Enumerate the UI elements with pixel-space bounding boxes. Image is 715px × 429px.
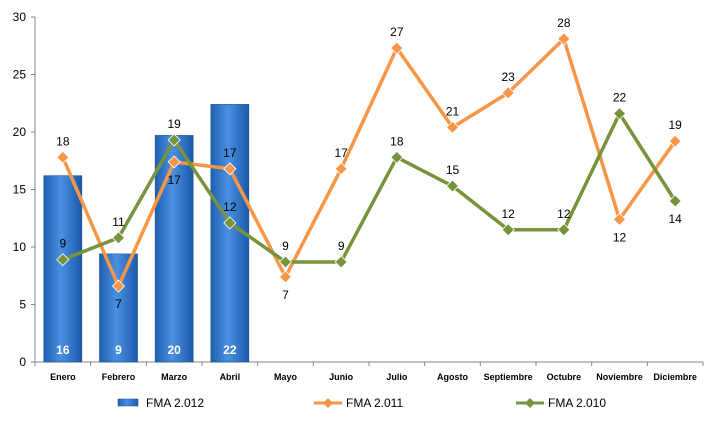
legend-swatch-marker — [525, 398, 535, 408]
legend-label: FMA 2.010 — [548, 396, 606, 410]
point-data-label: 19 — [167, 117, 181, 131]
data-point — [56, 253, 70, 267]
point-data-label: 11 — [112, 215, 125, 229]
axes: 0 5 10 15 20 25 30 Enero Febrero Marzo Abril Mayo Ju… — [13, 10, 704, 382]
bar — [43, 175, 83, 363]
series-line — [61, 37, 677, 288]
point-data-label: 17 — [223, 146, 237, 160]
point-data-label: 12 — [223, 200, 237, 214]
data-point — [612, 212, 627, 226]
point-data-label: 17 — [167, 173, 181, 187]
bar-series — [43, 104, 250, 363]
data-point — [334, 162, 348, 176]
bar — [154, 135, 194, 363]
data-point — [390, 41, 404, 55]
point-data-label: 9 — [282, 239, 289, 253]
x-tick-label: Febrero — [102, 372, 136, 382]
data-point — [278, 270, 293, 284]
data-point — [56, 150, 70, 164]
x-tick-label: Marzo — [161, 372, 188, 382]
legend-label: FMA 2.011 — [346, 396, 403, 410]
data-point — [557, 223, 571, 237]
point-data-label: 19 — [668, 118, 682, 132]
series-line — [62, 111, 677, 264]
point-data-label: 23 — [501, 70, 515, 84]
y-tick-label: 15 — [13, 183, 27, 197]
x-tick-label: Diciembre — [653, 372, 697, 382]
data-point — [668, 194, 682, 208]
data-point — [111, 279, 126, 293]
data-point — [223, 162, 237, 176]
point-data-label: 21 — [446, 104, 460, 118]
point-data-label: 27 — [390, 25, 404, 39]
bar-data-label: 9 — [115, 343, 122, 357]
point-data-label: 9 — [338, 239, 345, 253]
x-tick-label: Noviembre — [596, 372, 643, 382]
data-point — [445, 120, 460, 134]
bar-data-label: 22 — [223, 343, 237, 357]
data-point — [111, 231, 126, 245]
data-point — [278, 255, 293, 269]
data-point — [445, 179, 460, 193]
data-point — [334, 255, 348, 269]
y-tick-label: 5 — [19, 298, 26, 312]
x-tick-label: Enero — [50, 372, 76, 382]
y-tick-label: 10 — [13, 240, 27, 254]
y-tick-label: 25 — [13, 68, 27, 82]
data-point — [668, 134, 682, 148]
point-data-label: 18 — [390, 134, 404, 148]
point-data-label: 15 — [446, 163, 460, 177]
x-tick-label: Agosto — [437, 372, 468, 382]
data-point — [501, 223, 515, 237]
legend-swatch — [117, 398, 139, 407]
legend-label: FMA 2.012 — [146, 396, 204, 410]
point-data-label: 7 — [282, 288, 289, 302]
x-tick-label: Septiembre — [484, 372, 533, 382]
bar-data-label: 20 — [167, 343, 181, 357]
point-data-label: 18 — [56, 134, 70, 148]
data-point — [390, 150, 404, 164]
point-data-label: 17 — [334, 146, 348, 160]
y-tick-label: 30 — [13, 10, 27, 24]
data-point — [557, 32, 571, 46]
legend-swatch-marker — [323, 398, 333, 408]
legend: FMA 2.012 FMA 2.011 FMA 2.010 — [117, 396, 606, 410]
point-data-label: 28 — [557, 16, 571, 30]
data-labels: 16 9 20 22 18 7 17 17 7 17 27 21 23 28 12 19 9 11 19 12 9 9 18… — [56, 16, 682, 357]
bar — [99, 253, 138, 363]
data-point — [223, 216, 237, 230]
point-data-label: 9 — [59, 237, 66, 251]
point-data-label: 12 — [613, 230, 627, 244]
y-tick-label: 20 — [13, 125, 27, 139]
point-data-label: 7 — [115, 297, 122, 311]
x-tick-label: Julio — [386, 372, 408, 382]
point-data-label: 14 — [668, 212, 682, 226]
x-tick-label: Abril — [220, 372, 241, 382]
data-point — [501, 86, 515, 100]
data-point — [167, 133, 181, 147]
point-data-label: 12 — [557, 207, 571, 221]
x-tick-label: Junio — [329, 372, 354, 382]
data-point — [612, 107, 627, 121]
x-tick-label: Octubre — [547, 372, 582, 382]
y-tick-label: 0 — [19, 355, 26, 369]
point-data-label: 22 — [613, 91, 627, 105]
line-series — [56, 32, 682, 293]
point-data-label: 12 — [501, 207, 515, 221]
bar-data-label: 16 — [56, 343, 70, 357]
data-point — [167, 155, 181, 169]
x-tick-label: Mayo — [274, 372, 298, 382]
